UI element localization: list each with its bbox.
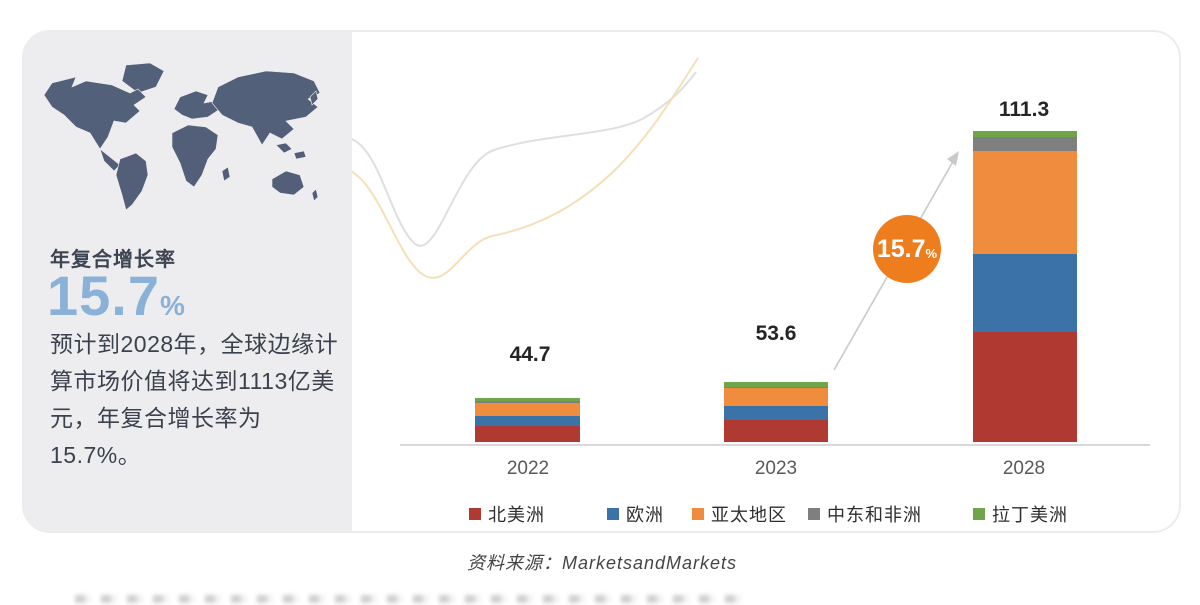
bar-segment-中东和非洲 — [724, 387, 828, 388]
bar-segment-欧洲 — [475, 416, 580, 426]
bar-segment-拉丁美洲 — [724, 382, 828, 387]
islands-se-asia — [275, 142, 307, 160]
cagr-value-number: 15.7 — [47, 264, 160, 327]
x-tick-2023: 2023 — [754, 458, 798, 479]
bar-segment-拉丁美洲 — [475, 398, 580, 401]
legend-swatch-europe — [607, 508, 619, 520]
bar-segment-欧洲 — [724, 406, 828, 420]
legend-label-middle-east-africa: 中东和非洲 — [827, 505, 922, 525]
bar-2023 — [724, 382, 828, 442]
bar-segment-北美洲 — [475, 426, 580, 442]
growth-rate-badge: 15.7% — [873, 215, 941, 283]
bar-2028 — [973, 131, 1077, 442]
island-japan — [309, 90, 319, 106]
legend-label-north-america: 北美洲 — [488, 505, 545, 525]
continent-north-america — [43, 76, 147, 150]
continent-asia — [211, 70, 321, 146]
bar-segment-中东和非洲 — [475, 401, 580, 403]
cagr-label: 年复合增长率 — [50, 249, 176, 271]
report-card: 年复合增长率 15.7% 预计到2028年，全球边缘计算市场价值将达到1113亿… — [22, 30, 1181, 533]
continent-europe — [173, 90, 221, 120]
bar-total-label-2023: 53.6 — [755, 322, 797, 345]
continent-greenland — [121, 62, 165, 94]
bar-segment-拉丁美洲 — [973, 131, 1077, 137]
bar-total-label-2022: 44.7 — [509, 343, 551, 366]
bar-segment-欧洲 — [973, 254, 1077, 332]
market-forecast-description: 预计到2028年，全球边缘计算市场价值将达到1113亿美元，年复合增长率为15.… — [50, 331, 339, 468]
legend-label-europe: 欧洲 — [626, 505, 664, 525]
legend-item-middle-east-africa: 中东和非洲 — [808, 501, 922, 527]
data-source-credit: 资料来源：MarketsandMarkets — [466, 553, 738, 573]
legend-swatch-north-america — [469, 508, 481, 520]
badge-value: 15.7 — [876, 234, 926, 263]
legend-item-north-america: 北美洲 — [469, 501, 545, 527]
bar-segment-北美洲 — [973, 332, 1077, 442]
x-axis-line — [400, 444, 1150, 446]
bar-segment-亚太地区 — [724, 388, 828, 406]
bar-segment-中东和非洲 — [973, 137, 1077, 151]
continent-south-america — [115, 152, 149, 211]
island-madagascar — [221, 166, 231, 182]
bar-segment-北美洲 — [724, 420, 828, 442]
legend-item-asia-pacific: 亚太地区 — [692, 501, 787, 527]
island-new-zealand — [311, 188, 319, 202]
bar-segment-亚太地区 — [973, 151, 1077, 254]
x-tick-2022: 2022 — [506, 458, 550, 479]
legend-label-asia-pacific: 亚太地区 — [711, 505, 787, 525]
cagr-value-percent-sign: % — [160, 290, 185, 321]
continent-australia — [271, 170, 305, 196]
cutoff-next-section-text — [75, 595, 743, 603]
summary-panel: 年复合增长率 15.7% 预计到2028年，全球边缘计算市场价值将达到1113亿… — [24, 32, 352, 531]
bar-total-label-2028: 111.3 — [998, 98, 1050, 121]
legend-swatch-middle-east-africa — [808, 508, 820, 520]
x-tick-2028: 2028 — [1002, 458, 1046, 479]
legend-item-europe: 欧洲 — [607, 501, 664, 527]
cagr-value: 15.7% — [47, 268, 185, 324]
bar-segment-亚太地区 — [475, 403, 580, 416]
legend-item-latin-america: 拉丁美洲 — [973, 501, 1068, 527]
world-map — [43, 62, 321, 211]
legend-label-latin-america: 拉丁美洲 — [992, 505, 1068, 525]
legend-swatch-asia-pacific — [692, 508, 704, 520]
legend-swatch-latin-america — [973, 508, 985, 520]
continent-africa — [171, 124, 219, 188]
continent-central-america — [99, 148, 121, 172]
bar-2022 — [475, 398, 580, 442]
badge-percent-sign: % — [925, 245, 938, 261]
